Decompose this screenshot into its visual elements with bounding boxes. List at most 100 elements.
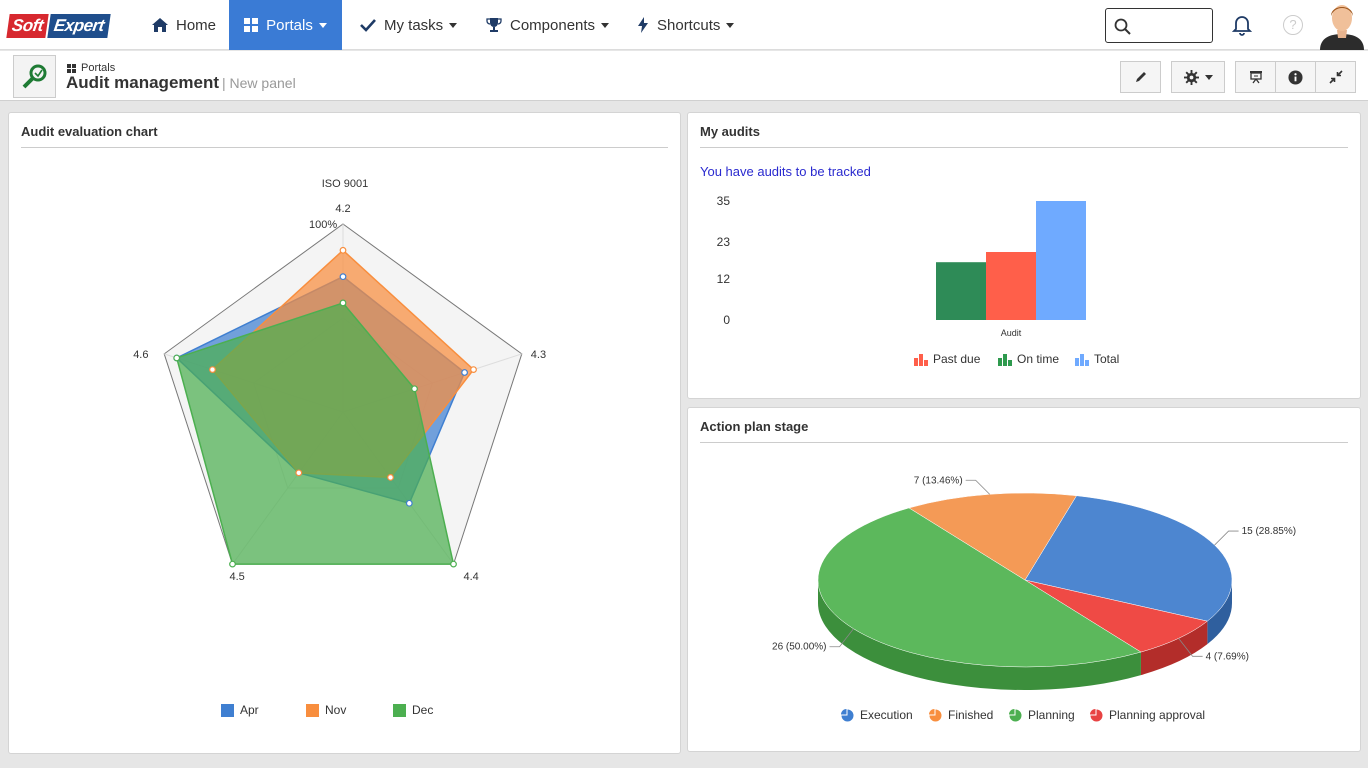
y-tick-label: 0 (723, 313, 730, 327)
legend-past-due[interactable]: Past due (914, 352, 980, 366)
legend-label: Dec (412, 703, 434, 717)
radar-axis-label: 4.4 (464, 571, 479, 583)
divider (700, 442, 1348, 443)
pie-chart-icon (841, 708, 854, 721)
nav-portals[interactable]: Portals (229, 0, 342, 50)
home-icon (151, 18, 168, 32)
legend-total[interactable]: Total (1075, 352, 1119, 366)
bar-chart-icon (914, 353, 928, 366)
chevron-down-icon (726, 22, 735, 28)
pie-data-label: 26 (50.00%) (772, 642, 826, 653)
page-title: Audit management (66, 73, 220, 92)
legend-label: Nov (325, 703, 347, 717)
radar-point (295, 469, 303, 477)
bar-past-due (936, 262, 986, 320)
legend-planning[interactable]: Planning (1009, 708, 1075, 722)
radar-axis-label: 4.2 (335, 203, 350, 215)
nav-components[interactable]: Components (486, 0, 610, 50)
help-icon[interactable]: ? (1283, 15, 1303, 35)
settings-button[interactable] (1171, 61, 1225, 93)
legend-label: Past due (933, 352, 981, 366)
radar-series-dec (175, 302, 455, 565)
legend-label: On time (1017, 352, 1060, 366)
my-audits-panel: My audits You have audits to be tracked … (687, 112, 1361, 399)
pie-data-label: 7 (13.46%) (914, 475, 963, 486)
bell-icon[interactable] (1232, 14, 1252, 36)
pie-chart-icon (929, 708, 942, 721)
nav-components-label: Components (510, 16, 596, 34)
legend-apr[interactable]: Apr (221, 703, 259, 717)
legend-swatch (393, 703, 406, 717)
pie-leader-line (965, 479, 990, 495)
radar-point (339, 273, 347, 281)
chevron-down-icon (318, 22, 327, 28)
info-icon (1288, 69, 1303, 85)
nav-portals-label: Portals (266, 16, 313, 34)
pencil-icon (1135, 72, 1146, 82)
avatar[interactable] (1316, 0, 1368, 50)
radar-point (173, 354, 181, 362)
y-tick-label: 35 (717, 194, 731, 208)
divider (700, 147, 1348, 148)
checkmark-icon (360, 19, 376, 32)
legend-swatch (306, 703, 319, 717)
pie-leader-line (1178, 638, 1203, 657)
pie-chart-icon (1090, 708, 1103, 721)
softexpert-logo[interactable]: Soft Expert (6, 14, 111, 38)
pie-slice-planning-approval (1024, 579, 1208, 653)
search-input[interactable] (1105, 8, 1213, 43)
radar-axis-label: 4.5 (229, 571, 244, 583)
legend-execution[interactable]: Execution (841, 708, 913, 722)
pie-side-planning-approval (1140, 621, 1208, 676)
panel-title: My audits (700, 124, 760, 139)
audit-app-icon (13, 55, 56, 98)
action-plan-pie-chart: 15 (28.85%) 4 (7.69%) 26 (50.00%) 7 (13.46%… (772, 475, 1296, 690)
audits-message-link[interactable]: You have audits to be tracked (700, 164, 871, 179)
nav-shortcuts-label: Shortcuts (657, 16, 721, 34)
radar-point (339, 299, 347, 307)
pie-side-execution (1207, 580, 1232, 645)
radar-point (470, 366, 477, 373)
legend-label: Apr (240, 703, 259, 717)
nav-shortcuts[interactable]: Shortcuts (637, 0, 735, 50)
page-header: Portals Audit management | New panel (0, 51, 1368, 101)
radar-point (339, 246, 347, 254)
collapse-icon (1328, 70, 1343, 84)
y-tick-label: 12 (717, 272, 731, 286)
audits-bar-chart: 0 12 23 35 Audit (717, 194, 1086, 338)
trophy-icon (486, 18, 502, 32)
pie-chart-icon (1009, 708, 1022, 721)
radar-point (405, 499, 413, 507)
portals-grid-icon (244, 18, 259, 32)
chevron-down-icon (449, 22, 458, 28)
legend-finished[interactable]: Finished (929, 708, 993, 722)
action-plan-panel: Action plan stage 15 (28.85%) 4 (7.69%) 26… (687, 407, 1361, 752)
presentation-button[interactable] (1235, 61, 1276, 93)
radar-title: ISO 9001 (322, 178, 368, 190)
edit-button[interactable] (1120, 61, 1161, 93)
audit-evaluation-panel: Audit evaluation chart ISO 9001 100% 4.2… (8, 112, 681, 754)
nav-my-tasks[interactable]: My tasks (360, 0, 458, 50)
breadcrumb[interactable]: Portals (67, 62, 115, 74)
pie-side-planning (818, 580, 1141, 690)
radar-point (387, 474, 394, 481)
legend-label: Finished (948, 708, 994, 722)
pie-data-label: 15 (28.85%) (1242, 526, 1296, 537)
nav-home[interactable]: Home (141, 0, 227, 50)
search-icon (1114, 18, 1131, 35)
nav-my-tasks-label: My tasks (384, 16, 444, 34)
pie-data-label: 4 (7.69%) (1206, 651, 1249, 662)
legend-planning-approval[interactable]: Planning approval (1090, 708, 1205, 722)
legend-on-time[interactable]: On time (998, 352, 1059, 366)
pie-slice-planning (817, 507, 1142, 668)
legend-nov[interactable]: Nov (306, 703, 346, 717)
legend-label: Planning (1028, 708, 1075, 722)
y-tick-label: 23 (717, 235, 731, 249)
radar-chart: ISO 9001 100% 4.2 4.3 4.4 4.5 4.6 (133, 178, 546, 583)
info-button[interactable] (1275, 61, 1316, 93)
legend-dec[interactable]: Dec (393, 703, 433, 717)
radar-axis-label: 4.6 (133, 349, 148, 361)
radar-max-label: 100% (309, 219, 337, 231)
legend-swatch (221, 703, 234, 717)
collapse-button[interactable] (1315, 61, 1356, 93)
